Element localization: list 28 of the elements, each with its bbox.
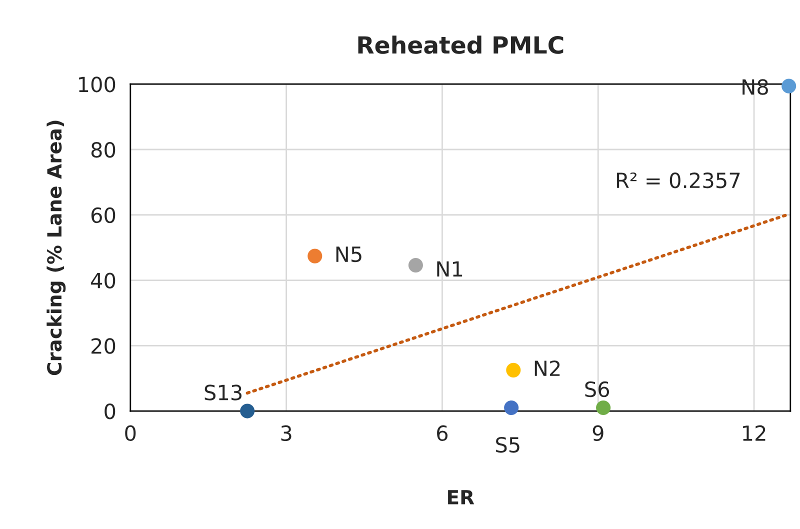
- point: [408, 258, 423, 273]
- y-tick-label: 40: [91, 272, 116, 288]
- point: [596, 400, 611, 416]
- annotation: N2: [534, 360, 560, 376]
- point: [504, 400, 519, 416]
- annotation: R² = 0.2357: [617, 172, 740, 188]
- point: [240, 404, 255, 418]
- x-tick-label: 0: [125, 425, 136, 442]
- point: [506, 362, 521, 378]
- y-tick-label: 0: [104, 403, 116, 420]
- x-tick-label: 6: [437, 425, 448, 442]
- y-tick-label: 80: [91, 142, 116, 158]
- x-tick-label: 3: [281, 425, 292, 442]
- annotation: S6: [585, 381, 610, 398]
- x-tick-label: 9: [592, 425, 604, 442]
- annotation: N5: [336, 246, 362, 262]
- chart-title: Reheated PMLC: [358, 36, 564, 54]
- x-tick-label: 12: [743, 425, 766, 441]
- y-tick-label: 100: [79, 76, 116, 92]
- y-axis-title: Cracking (% Lane Area): [46, 120, 66, 376]
- x-axis-title: ER: [448, 490, 474, 504]
- point: [308, 248, 322, 264]
- y-tick-label: 60: [91, 207, 116, 224]
- annotation: S13: [204, 384, 242, 400]
- annotation: N1: [437, 261, 462, 277]
- y-tick-label: 20: [92, 338, 116, 354]
- point: [782, 78, 796, 94]
- annotation: S5: [496, 436, 520, 453]
